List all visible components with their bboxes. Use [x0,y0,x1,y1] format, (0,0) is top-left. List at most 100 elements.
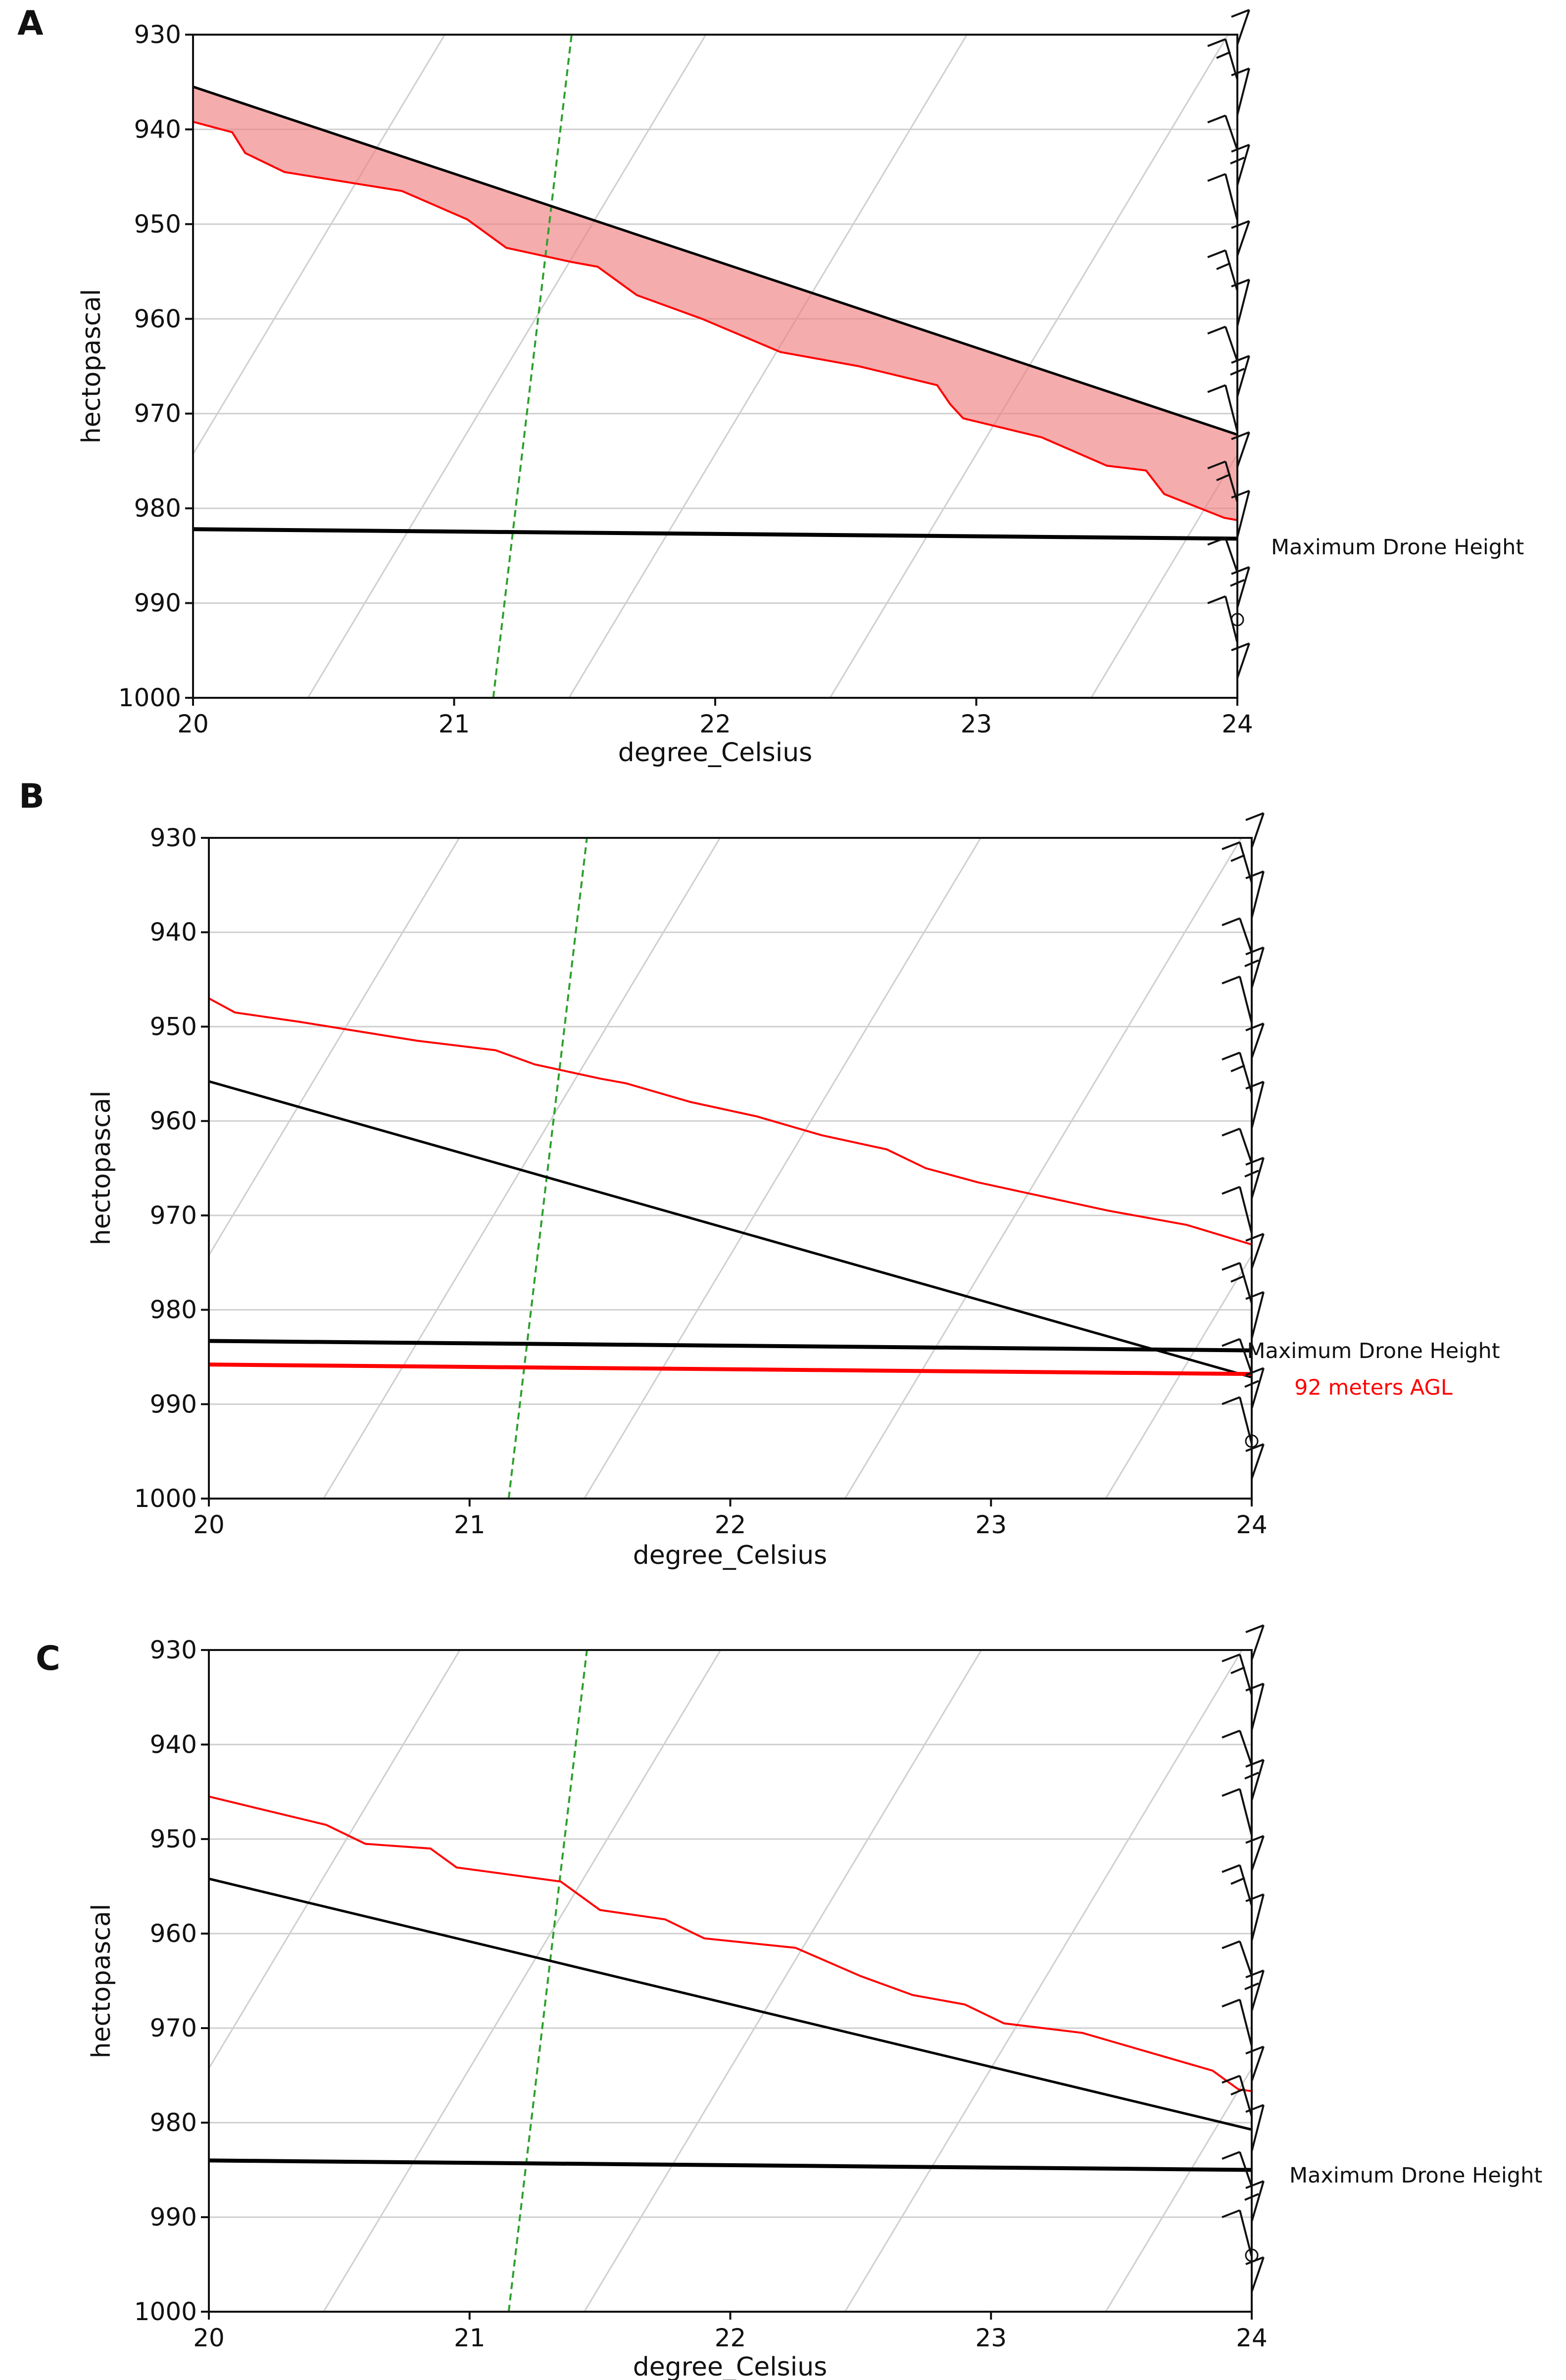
panel-label: B [19,777,45,816]
wind-barb-icon [1231,279,1250,327]
plot-area [193,35,1237,698]
temperature-line [209,997,1252,1246]
isotherm-gridline [1090,452,1237,698]
x-tick-label: 21 [454,1510,486,1539]
wind-barb-icon [1244,1157,1265,1199]
wind-barb-icon [1245,2104,1265,2152]
wind-barb-icon [1244,946,1265,988]
y-axis-label: hectopascal [87,1091,116,1246]
x-axis-ticks: 20 21 22 23 24 [193,2312,1268,2352]
y-tick-label: 1000 [134,1484,197,1513]
wind-barb-icon [1245,1022,1265,1059]
wind-barb-icon [1245,2045,1265,2082]
isotherm-gridline [568,35,968,698]
temperature-line [209,1796,1252,2092]
y-axis-label: hectopascal [77,289,106,444]
isotherm-gridline [1367,1650,1566,2312]
wind-barb-icon [1222,1338,1253,1374]
isotherm-gridline [209,1650,461,2070]
y-tick-label: 940 [150,918,197,947]
wind-barb-icon [1207,249,1238,291]
wind-barb-icon [1245,1291,1265,1339]
wind-barb-icon [1222,1940,1253,1977]
axes-frame [208,1649,1253,2313]
x-tick-label: 23 [975,1510,1007,1539]
wind-barb-icon [1231,642,1250,679]
x-tick-label: 20 [177,710,209,738]
wind-barb-icon [1245,2256,1265,2292]
isotherm-gridline [1352,35,1566,698]
wind-barb-icon [1245,1624,1265,1660]
isotherm-gridline [1105,1254,1252,1499]
annotation-agl-height: 92 meters AGL [1294,1375,1453,1400]
skewt-panel-a: A 20 21 22 23 24 930 940 950 960 970 980 990 1000 d… [17,4,1566,768]
y-tick-label: 990 [150,1390,197,1418]
isotherm-gridline [323,838,721,1499]
dry-adiabat-line [193,85,1237,436]
y-tick-label: 930 [134,20,181,49]
plot-area [209,838,1252,1499]
y-tick-label: 970 [134,399,181,428]
annotation-max-drone-height: Maximum Drone Height [1247,1339,1500,1363]
isotherm-gridline [193,35,445,456]
y-tick-label: 950 [150,1012,197,1041]
x-tick-label: 23 [975,2324,1007,2352]
y-tick-label: 960 [150,1919,197,1948]
y-tick-label: 970 [150,2014,197,2042]
wind-barb-icon [1245,1835,1265,1871]
annotation-max-drone-height: Maximum Drone Height [1271,535,1524,560]
isotherm-gridline [584,838,981,1499]
panel-label: C [36,1639,60,1678]
axes-frame [208,837,1253,1500]
y-tick-label: 930 [150,1636,197,1664]
wind-barb-icon [1231,431,1250,467]
plot-area [209,1650,1252,2312]
x-tick-label: 24 [1236,1510,1268,1539]
wind-barb-icon [1244,2180,1265,2222]
y-tick-label: 940 [134,115,181,144]
x-axis-ticks: 20 21 22 23 24 [193,1499,1268,1539]
wind-barb-icon [1244,1969,1265,2012]
y-axis-label: hectopascal [87,1904,116,2059]
max-drone-height-line [193,527,1237,541]
shaded-region [193,87,1237,521]
max-drone-height-line [209,2158,1252,2172]
y-tick-label: 980 [134,494,181,523]
x-tick-label: 22 [715,1510,746,1539]
y-axis-ticks: 930 940 950 960 970 980 990 1000 [134,1636,209,2326]
wind-barb-icon [1222,1998,1253,2046]
surface-marker-icon [1245,2248,1259,2262]
x-tick-label: 22 [715,2324,746,2352]
wind-barb-icon [1244,1758,1265,1801]
wind-barb-icon [1207,326,1238,362]
x-axis-label: degree_Celsius [618,738,813,768]
wind-barb-icon [1245,1893,1265,1942]
x-tick-label: 24 [1222,710,1253,738]
dry-adiabat-line [209,1877,1252,2131]
wind-barbs [1222,812,1265,1479]
wind-barb-icon [1222,917,1253,954]
y-tick-label: 960 [134,304,181,333]
wind-barb-icon [1245,1683,1265,1731]
wind-barb-icon [1222,1127,1253,1164]
wind-barb-icon [1245,870,1265,919]
wind-barb-icon [1245,1080,1265,1129]
wind-barb-icon [1230,355,1250,397]
x-tick-label: 23 [961,710,992,738]
x-axis-label: degree_Celsius [633,2352,828,2380]
wind-barb-icon [1207,114,1238,150]
wind-barb-icon [1231,9,1250,45]
wind-barb-icon [1231,67,1250,115]
annotation-max-drone-height: Maximum Drone Height [1289,2163,1542,2188]
isotherm-gridline [844,838,1242,1499]
x-axis-label: degree_Celsius [633,1541,828,1570]
y-tick-label: 990 [134,589,181,618]
wind-barb-icon [1222,1788,1253,1836]
y-tick-label: 960 [150,1107,197,1135]
panel-label: A [17,4,44,43]
wind-barb-icon [1245,1443,1265,1479]
wind-barb-icon [1230,566,1250,608]
x-tick-label: 21 [439,710,470,738]
surface-marker-icon [1230,613,1244,627]
